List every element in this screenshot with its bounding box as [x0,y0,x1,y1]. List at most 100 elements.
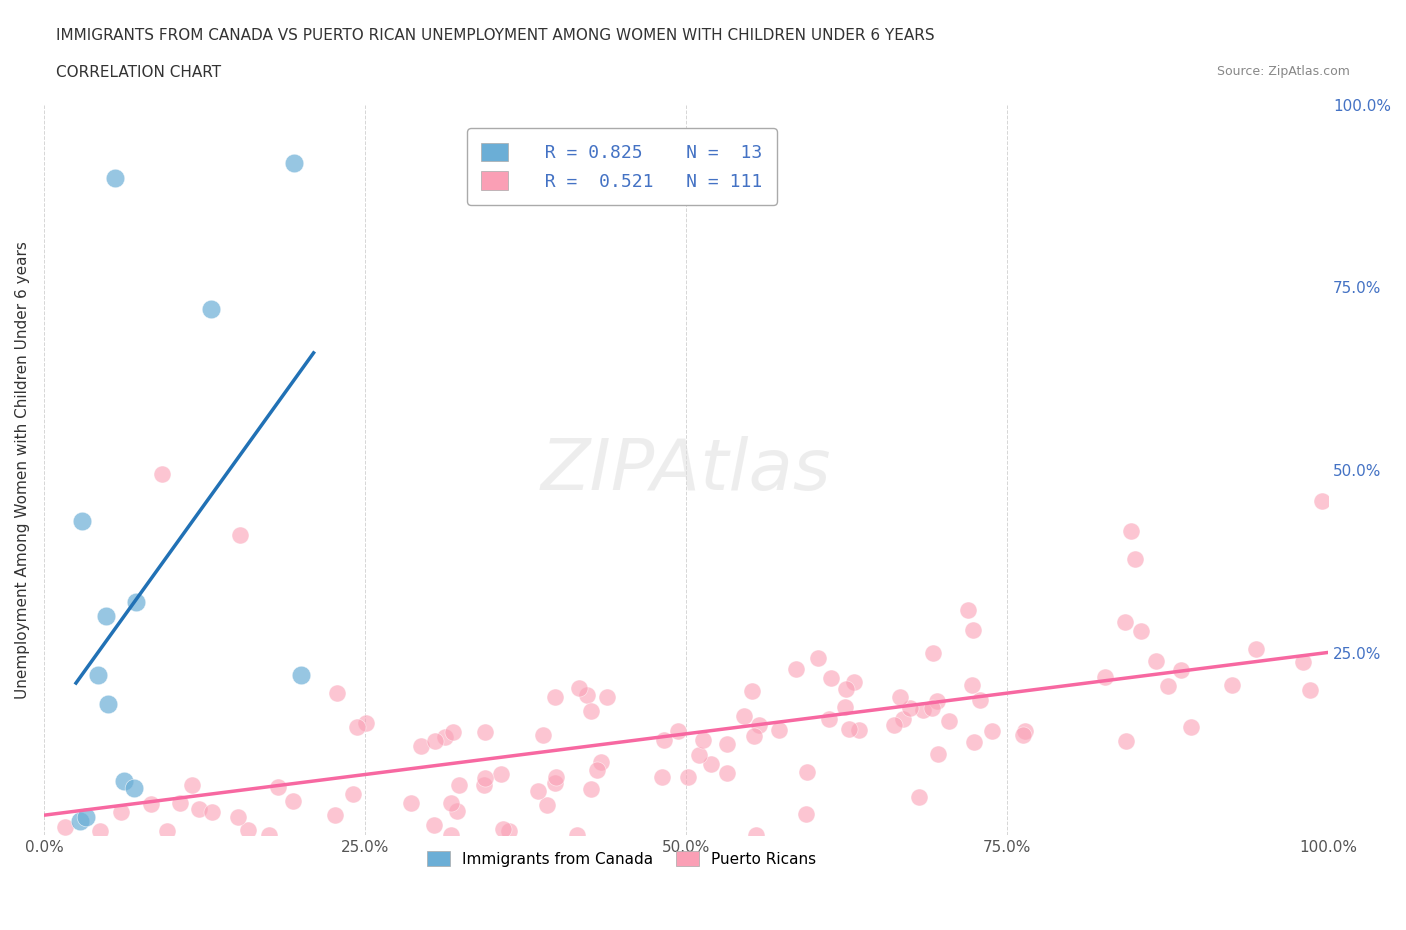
Point [531,727,554,742]
Point [326,685,349,700]
Point [1220,677,1243,692]
Point [433,730,456,745]
Text: ZIPAtlas: ZIPAtlas [541,435,831,504]
Point [893,711,915,726]
Point [474,770,496,785]
Point [817,711,839,726]
Point [576,688,599,703]
Point [1014,724,1036,738]
Point [820,671,842,685]
Point [807,650,830,665]
Point [586,763,609,777]
Point [110,804,132,819]
Point [1157,679,1180,694]
Point [838,722,860,737]
Point [125,594,148,609]
Point [346,720,368,735]
Point [169,795,191,810]
Point [1146,653,1168,668]
Point [678,769,700,784]
Point [283,155,305,170]
Point [1246,642,1268,657]
Legend: Immigrants from Canada, Puerto Ricans: Immigrants from Canada, Puerto Ricans [415,838,828,879]
Point [921,700,943,715]
Point [229,527,252,542]
Point [498,824,520,839]
Point [745,828,768,843]
Point [112,773,135,788]
Point [446,804,468,818]
Point [72,513,94,528]
Point [489,766,512,781]
Point [139,796,162,811]
Point [425,733,447,748]
Point [794,806,817,821]
Point [156,824,179,839]
Point [927,747,949,762]
Point [94,609,117,624]
Point [579,781,602,796]
Point [969,693,991,708]
Point [1119,524,1142,538]
Point [226,809,249,824]
Point [796,764,818,779]
Point [700,757,723,772]
Point [440,796,463,811]
Point [472,777,495,792]
Point [733,709,755,724]
Point [568,681,591,696]
Point [889,689,911,704]
Point [898,701,921,716]
Point [342,786,364,801]
Point [87,667,110,682]
Y-axis label: Unemployment Among Women with Children Under 6 years: Unemployment Among Women with Children U… [15,241,30,699]
Point [89,823,111,838]
Point [1180,720,1202,735]
Point [257,828,280,843]
Point [741,684,763,698]
Point [1298,683,1320,698]
Point [1310,494,1333,509]
Point [1292,655,1315,670]
Point [474,724,496,739]
Point [544,776,567,790]
Point [1012,727,1035,742]
Point [409,738,432,753]
Point [589,754,612,769]
Point [688,748,710,763]
Point [960,677,983,692]
Point [492,821,515,836]
Point [354,716,377,731]
Point [1115,734,1137,749]
Point [1094,670,1116,684]
Point [921,645,943,660]
Point [283,793,305,808]
Point [201,804,224,819]
Point [785,661,807,676]
Point [927,694,949,709]
Point [527,783,550,798]
Point [912,702,935,717]
Point [267,780,290,795]
Point [536,798,558,813]
Point [596,689,619,704]
Point [103,170,125,185]
Point [716,765,738,780]
Point [1170,662,1192,677]
Point [423,817,446,832]
Point [651,769,673,784]
Point [980,723,1002,737]
Point [848,723,870,737]
Point [401,796,423,811]
Point [75,810,97,825]
Point [652,733,675,748]
Point [956,603,979,618]
Point [1130,623,1153,638]
Point [908,790,931,804]
Point [546,769,568,784]
Text: CORRELATION CHART: CORRELATION CHART [56,65,221,80]
Point [565,828,588,843]
Point [834,699,856,714]
Text: IMMIGRANTS FROM CANADA VS PUERTO RICAN UNEMPLOYMENT AMONG WOMEN WITH CHILDREN UN: IMMIGRANTS FROM CANADA VS PUERTO RICAN U… [56,28,935,43]
Point [666,724,689,738]
